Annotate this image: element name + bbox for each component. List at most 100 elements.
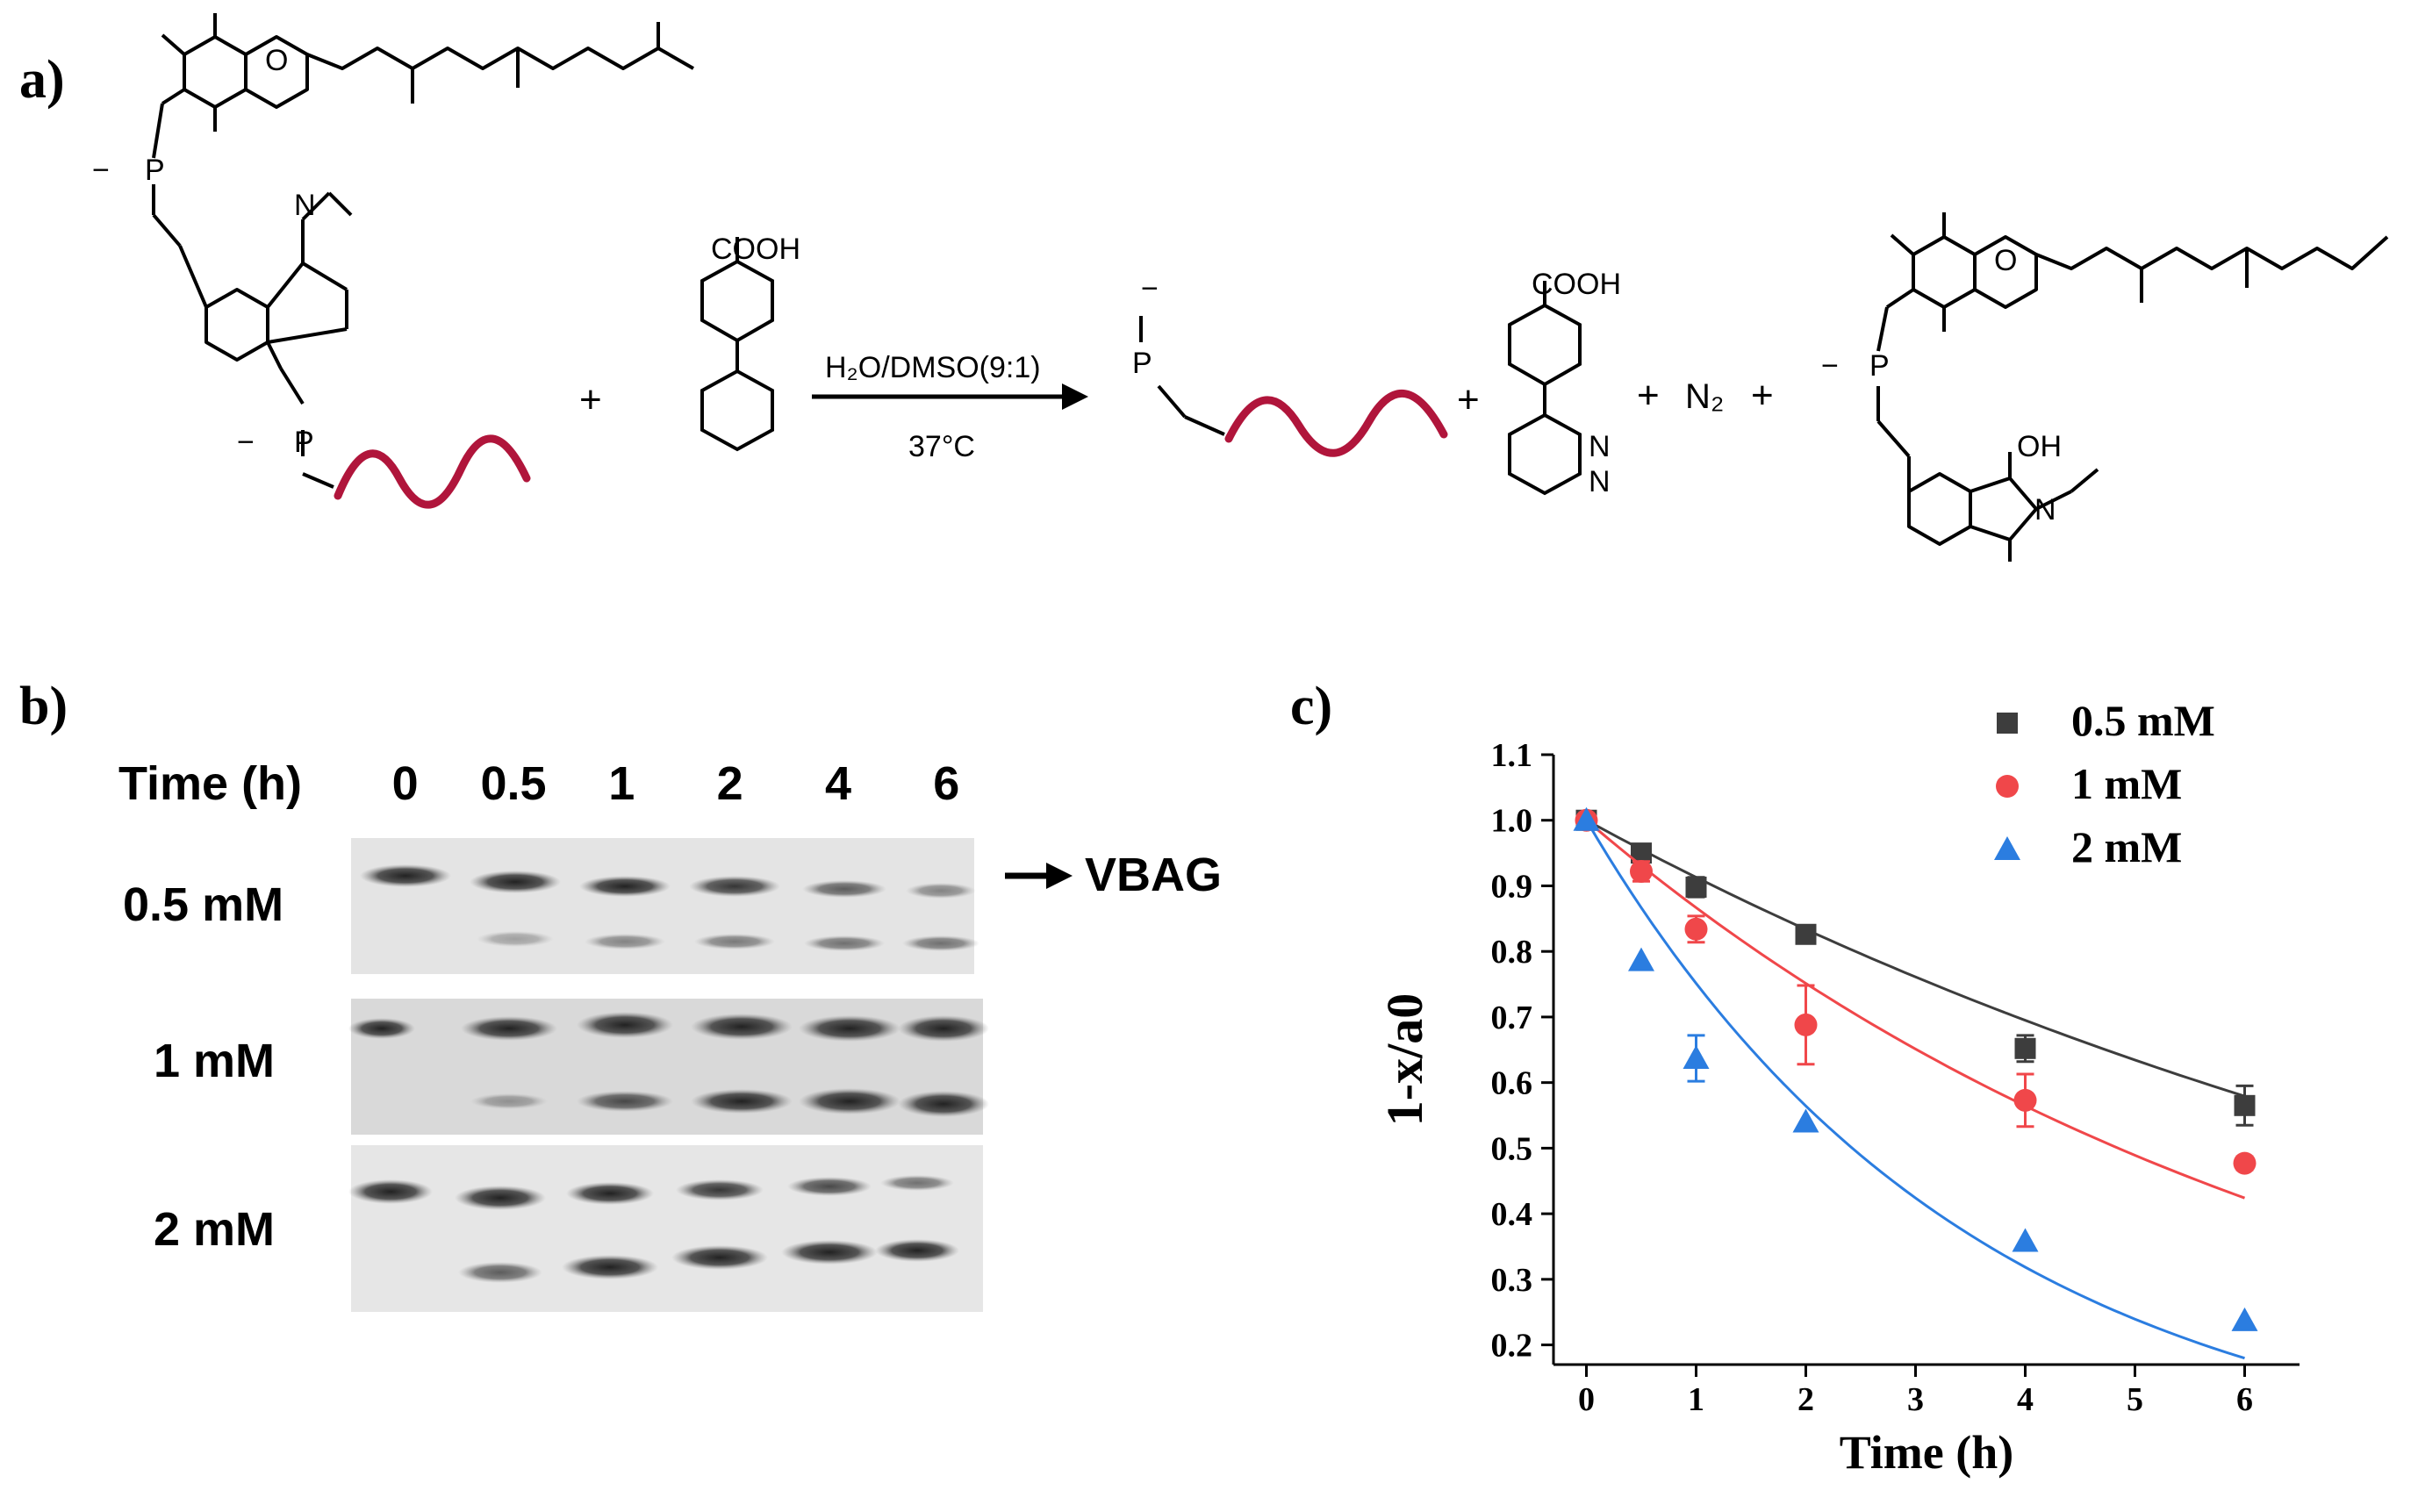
legend-marker [1996,775,2019,798]
oligo-wave-2 [1224,389,1448,457]
data-point [2233,1151,2257,1175]
gel-band [477,931,554,947]
panel-b-letter: b) [19,677,68,736]
reagent-cooh-label: COOH [711,233,800,266]
data-point [1685,876,1707,898]
pyridazine-ring [1508,412,1582,496]
legend-marker [1994,836,2020,860]
gel-band [671,1245,768,1270]
time-label: 4 [824,757,851,810]
atom-p-1: P [145,154,165,187]
phytyl-tail [306,47,694,70]
tetrazine-benzene-ring [700,259,774,343]
product-oh-label: OH [2017,430,2062,463]
atom-n-1: N [294,189,316,222]
x-tick-label: 4 [2017,1381,2034,1418]
gel-band [787,1177,872,1196]
gel-band [799,1015,900,1042]
gel-band [898,1015,989,1042]
gel-band [455,1186,546,1210]
time-label: 2 [716,757,743,810]
gel-band [691,1014,793,1040]
panel-a-letter: a) [19,50,65,110]
time-labels: 0 0.5 1 2 4 6 [351,756,1001,818]
atom-o-2: O [1994,244,2017,277]
gel-band [689,876,780,897]
time-header: Time (h) [118,757,303,810]
atom-minus-1: − [92,154,110,187]
row-label-0-5mm: 0.5 mM [123,878,284,931]
data-point [1575,809,1597,831]
gel-band [348,1018,415,1039]
gel-band [348,1179,433,1204]
time-label: 6 [933,757,960,810]
fit-curve [1585,819,2246,1200]
isoindolinone-benzene-ring [1907,472,1972,546]
condition-temperature: 37°C [908,430,975,463]
atom-n-4: N [2034,493,2056,527]
x-tick-label: 1 [1688,1381,1704,1418]
row-label-2mm: 2 mM [154,1203,276,1256]
time-label: 0 [391,757,419,810]
gel-band [458,1262,542,1283]
pyridazine-benzene-ring [1508,303,1582,387]
nitrogen-gas-label: N₂ [1685,377,1724,416]
y-tick-label: 0.9 [1491,868,1533,905]
gel-band [360,864,451,887]
gel-band [906,883,976,899]
data-point [1683,1045,1710,1070]
y-tick-label: 1.0 [1491,803,1533,840]
legend-label: 1 mM [2071,759,2182,808]
product-chroman-benzene-ring [1912,235,1977,309]
panel-c-letter: c) [1290,677,1333,736]
atom-p-2: P [294,426,314,459]
fit-curve [1585,819,2245,1098]
gel-band [461,1016,557,1041]
y-tick-label: 1.1 [1491,737,1533,774]
reaction-arrow-head [1062,383,1088,410]
data-point [1628,947,1654,971]
x-tick-label: 6 [2236,1381,2253,1418]
y-tick-label: 0.5 [1491,1130,1533,1167]
gel-strip-0-5mm [351,838,974,974]
gel-band [566,1182,654,1205]
data-point [1684,917,1708,941]
y-tick-label: 0.2 [1491,1328,1533,1365]
time-label: 1 [608,757,635,810]
plus-sign-4: + [1751,374,1774,417]
plus-sign-3: + [1637,374,1660,417]
x-tick-label: 5 [2127,1381,2143,1418]
data-point [1794,1013,1818,1036]
data-point [2012,1228,2039,1252]
y-tick-label: 0.8 [1491,934,1533,971]
data-point [2013,1088,2037,1112]
gel-band [898,1091,989,1117]
time-label: 0.5 [480,757,547,810]
atom-minus-4: − [1821,349,1839,383]
tetrazine-ring [700,369,774,452]
y-tick-label: 0.3 [1491,1262,1533,1299]
y-tick-label: 0.4 [1491,1196,1533,1233]
fit-curve [1585,819,2245,1360]
plus-sign-2: + [1457,378,1480,421]
reaction-scheme: O P N P P N N O P N − − − − COOH COOH H₂… [92,13,2389,562]
data-point [1575,808,1598,832]
gel-band [875,1239,959,1262]
x-tick-label: 2 [1797,1381,1814,1418]
atom-p-4: P [1869,349,1890,383]
y-tick-label: 0.7 [1491,1000,1533,1036]
gel-band [802,880,886,898]
y-tick-label: 0.6 [1491,1065,1533,1102]
product-cooh-label: COOH [1532,268,1621,301]
gel-band [799,1088,900,1114]
gel-band [880,1175,954,1191]
atom-n-3: N [1589,465,1611,498]
gel-band [470,871,561,893]
x-tick-label: 3 [1907,1381,1924,1418]
gel-strip-2mm [351,1145,983,1312]
gel-band [902,935,979,951]
vbag-arrow-head [1046,863,1073,889]
condition-solvent: H₂O/DMSO(9:1) [825,351,1041,384]
benzonorbornadiene-ring [204,288,269,362]
gel-band [562,1255,658,1279]
